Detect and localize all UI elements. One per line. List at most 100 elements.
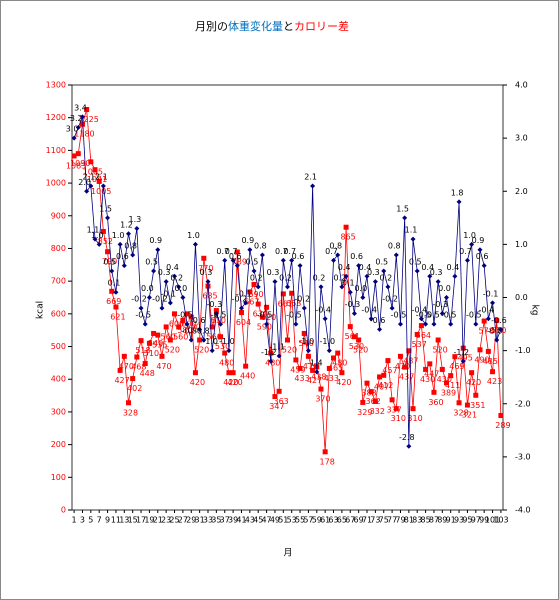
data-label: 310 xyxy=(407,414,422,423)
y2-tick-label: -2.0 xyxy=(515,399,531,408)
data-label: 1.0 xyxy=(187,231,200,240)
x-tick-label: 63 xyxy=(328,516,338,525)
point xyxy=(377,326,383,332)
point xyxy=(121,353,127,359)
data-label: 448 xyxy=(140,369,155,378)
point xyxy=(100,183,106,189)
point xyxy=(151,268,157,274)
data-label: -1.1 xyxy=(269,342,285,351)
point xyxy=(222,350,228,356)
data-label: 351 xyxy=(470,401,485,410)
data-label: 0.7 xyxy=(459,247,472,256)
data-label: 510 xyxy=(144,349,159,358)
point xyxy=(289,290,295,296)
data-label: 0.2 xyxy=(170,273,183,282)
x-tick-label: 59 xyxy=(312,516,322,525)
point xyxy=(176,284,182,290)
data-label: 3.0 xyxy=(66,125,79,134)
point xyxy=(238,305,244,311)
data-label: 590 xyxy=(257,323,272,332)
x-tick-label: 17 xyxy=(136,516,146,525)
point xyxy=(163,324,169,330)
point xyxy=(460,358,466,364)
point xyxy=(389,397,395,403)
data-label: 0.7 xyxy=(216,247,229,256)
x-tick-label: 13 xyxy=(119,516,129,525)
x-tick-label: 99 xyxy=(479,516,489,525)
point xyxy=(347,324,353,330)
point xyxy=(439,366,445,372)
data-label: -0.5 xyxy=(391,311,407,320)
x-tick-label: 97 xyxy=(471,516,481,525)
x-tick-label: 81 xyxy=(404,516,414,525)
title-part: と xyxy=(283,20,294,33)
point xyxy=(247,247,253,253)
x-tick-label: 51 xyxy=(278,516,288,525)
point xyxy=(268,358,274,364)
point xyxy=(322,316,328,322)
y-tick-label: 300 xyxy=(51,407,66,416)
point xyxy=(431,321,437,327)
point xyxy=(176,324,182,330)
point xyxy=(393,406,399,412)
x-tick-label: 77 xyxy=(387,516,397,525)
point xyxy=(172,273,178,279)
x-tick-label: 3 xyxy=(80,516,85,525)
data-label: -0.5 xyxy=(416,311,432,320)
point xyxy=(159,353,165,359)
data-label: 457 xyxy=(382,366,397,375)
data-label: 520 xyxy=(194,346,209,355)
point xyxy=(360,399,366,405)
point xyxy=(469,241,475,247)
x-tick-label: 37 xyxy=(220,516,230,525)
data-label: 0.5 xyxy=(409,257,422,266)
x-tick-label: 25 xyxy=(169,516,179,525)
data-label: 420 xyxy=(223,378,238,387)
data-label: 0.6 xyxy=(116,252,129,261)
data-label: 0.0 xyxy=(438,284,451,293)
data-label: 1090 xyxy=(70,159,90,168)
point xyxy=(393,252,399,258)
data-label: -0.8 xyxy=(487,327,503,336)
y-tick-label: 1100 xyxy=(46,146,66,155)
data-label: 1.1 xyxy=(87,226,100,235)
point xyxy=(251,268,257,274)
point xyxy=(113,304,119,310)
data-label: 0.7 xyxy=(283,247,296,256)
point xyxy=(494,337,500,343)
point xyxy=(268,350,274,356)
x-tick-label: 1 xyxy=(72,516,77,525)
point xyxy=(381,268,387,274)
data-label: 310 xyxy=(391,414,406,423)
point xyxy=(469,370,475,376)
y-tick-label: 1200 xyxy=(46,113,66,122)
data-label: 0.2 xyxy=(334,273,347,282)
data-label: 0.0 xyxy=(354,284,367,293)
point xyxy=(339,370,345,376)
y-tick-label: 200 xyxy=(51,440,66,449)
x-tick-label: 71 xyxy=(362,516,372,525)
point xyxy=(209,348,215,354)
x-tick-label: 21 xyxy=(153,516,163,525)
data-label: 420 xyxy=(466,378,481,387)
point xyxy=(96,241,102,247)
point xyxy=(397,321,403,327)
data-label: 0.2 xyxy=(279,273,292,282)
data-label: 347 xyxy=(269,402,284,411)
data-label: 621 xyxy=(110,312,125,321)
data-label: -0.5 xyxy=(257,311,273,320)
point xyxy=(155,247,161,253)
x-tick-label: 41 xyxy=(236,516,246,525)
x-tick-label: 95 xyxy=(462,516,472,525)
data-label: 329 xyxy=(357,408,372,417)
chart-title: 月別の体重変化量とカロリー差 xyxy=(195,19,349,33)
point xyxy=(368,316,374,322)
data-label: 440 xyxy=(240,372,255,381)
x-tick-label: 73 xyxy=(370,516,380,525)
data-label: -0.2 xyxy=(232,295,248,304)
data-label: 430 xyxy=(437,375,452,384)
point xyxy=(272,279,278,285)
data-label: 2.1 xyxy=(304,172,317,181)
x-tick-label: 93 xyxy=(454,516,464,525)
data-label: 2.1 xyxy=(95,172,108,181)
